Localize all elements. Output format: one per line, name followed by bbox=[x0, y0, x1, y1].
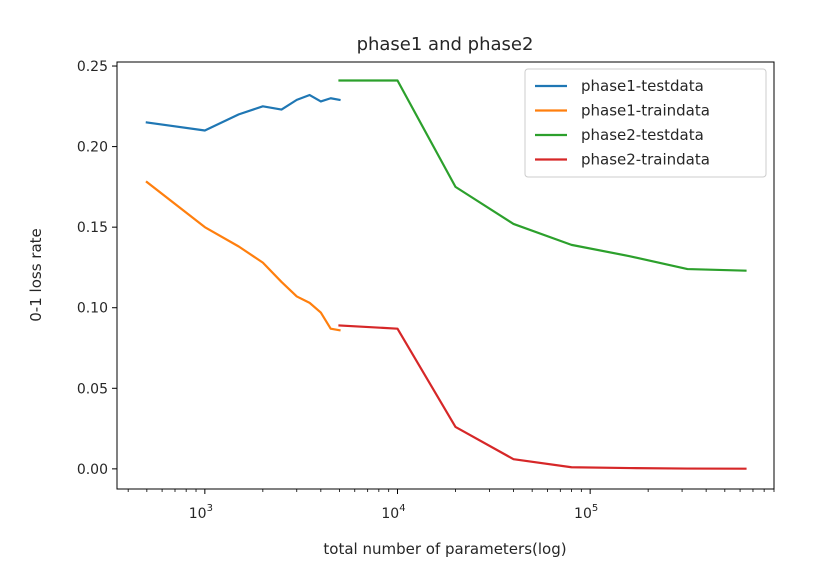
legend: phase1-testdata phase1-traindata phase2-te… bbox=[524, 68, 767, 178]
y-tick-label: 0.00 bbox=[77, 462, 108, 478]
y-axis-label: 0-1 loss rate bbox=[27, 228, 45, 321]
y-tick-label: 0.05 bbox=[77, 381, 108, 397]
legend-entry-phase2-traindata: phase2-traindata bbox=[581, 151, 710, 169]
legend-entry-phase2-testdata: phase2-testdata bbox=[581, 126, 704, 144]
y-tick-label: 0.10 bbox=[77, 301, 108, 317]
series-line-phase2-testdata bbox=[338, 79, 747, 272]
y-tick-label: 0.15 bbox=[77, 220, 108, 236]
plot-area bbox=[145, 79, 747, 470]
y-tick-label: 0.20 bbox=[77, 140, 108, 156]
x-tick-label: 104 bbox=[381, 503, 405, 522]
legend-entry-phase1-testdata: phase1-testdata bbox=[581, 77, 704, 95]
x-tick-exponent: 3 bbox=[207, 503, 213, 514]
x-axis-label: total number of parameters(log) bbox=[323, 540, 566, 558]
legend-box bbox=[524, 68, 767, 178]
x-tick-label: 105 bbox=[574, 503, 598, 522]
x-tick-exponent: 5 bbox=[592, 503, 598, 514]
axis-ticks: 0.00 0.05 0.10 0.15 0.20 0.25 103 104 105 bbox=[77, 59, 775, 522]
x-tick-label: 103 bbox=[189, 503, 213, 522]
legend-entry-phase1-traindata: phase1-traindata bbox=[581, 102, 710, 120]
series-line-phase1-testdata bbox=[145, 93, 341, 132]
x-tick-exponent: 4 bbox=[399, 503, 405, 514]
y-tick-label: 0.25 bbox=[77, 59, 108, 75]
series-line-phase1-traindata bbox=[145, 180, 341, 332]
plot-frame bbox=[116, 61, 775, 490]
chart-title: phase1 and phase2 bbox=[357, 34, 534, 55]
series-line-phase2-traindata bbox=[338, 324, 747, 470]
